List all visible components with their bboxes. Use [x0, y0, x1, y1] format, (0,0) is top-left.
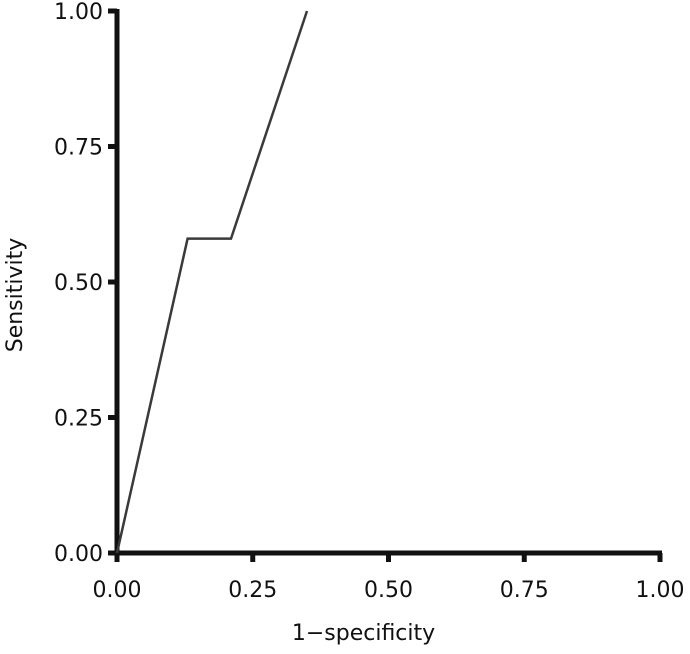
- axes: [114, 9, 662, 556]
- y-tick-label: 0.25: [54, 407, 103, 432]
- x-tick-label: 0.25: [228, 578, 277, 603]
- y-tick-label: 1.00: [54, 0, 103, 25]
- series-layer: [115, 10, 309, 554]
- x-tick-label: 1.00: [636, 578, 685, 603]
- x-axis-title: 1−specificity: [292, 621, 435, 646]
- x-tick-label: 0.00: [93, 578, 142, 603]
- y-axis-ticks: 0.00 0.25 0.50 0.75 1.00: [54, 0, 117, 567]
- x-axis-ticks: 0.00 0.25 0.50 0.75 1.00: [93, 553, 685, 603]
- y-tick-label: 0.50: [54, 271, 103, 296]
- y-axis-title: Sensitivity: [3, 238, 28, 353]
- x-tick-label: 0.50: [364, 578, 413, 603]
- roc-curve-line: [115, 10, 309, 554]
- y-tick-label: 0.00: [54, 542, 103, 567]
- x-tick-label: 0.75: [500, 578, 549, 603]
- y-tick-label: 0.75: [54, 136, 103, 161]
